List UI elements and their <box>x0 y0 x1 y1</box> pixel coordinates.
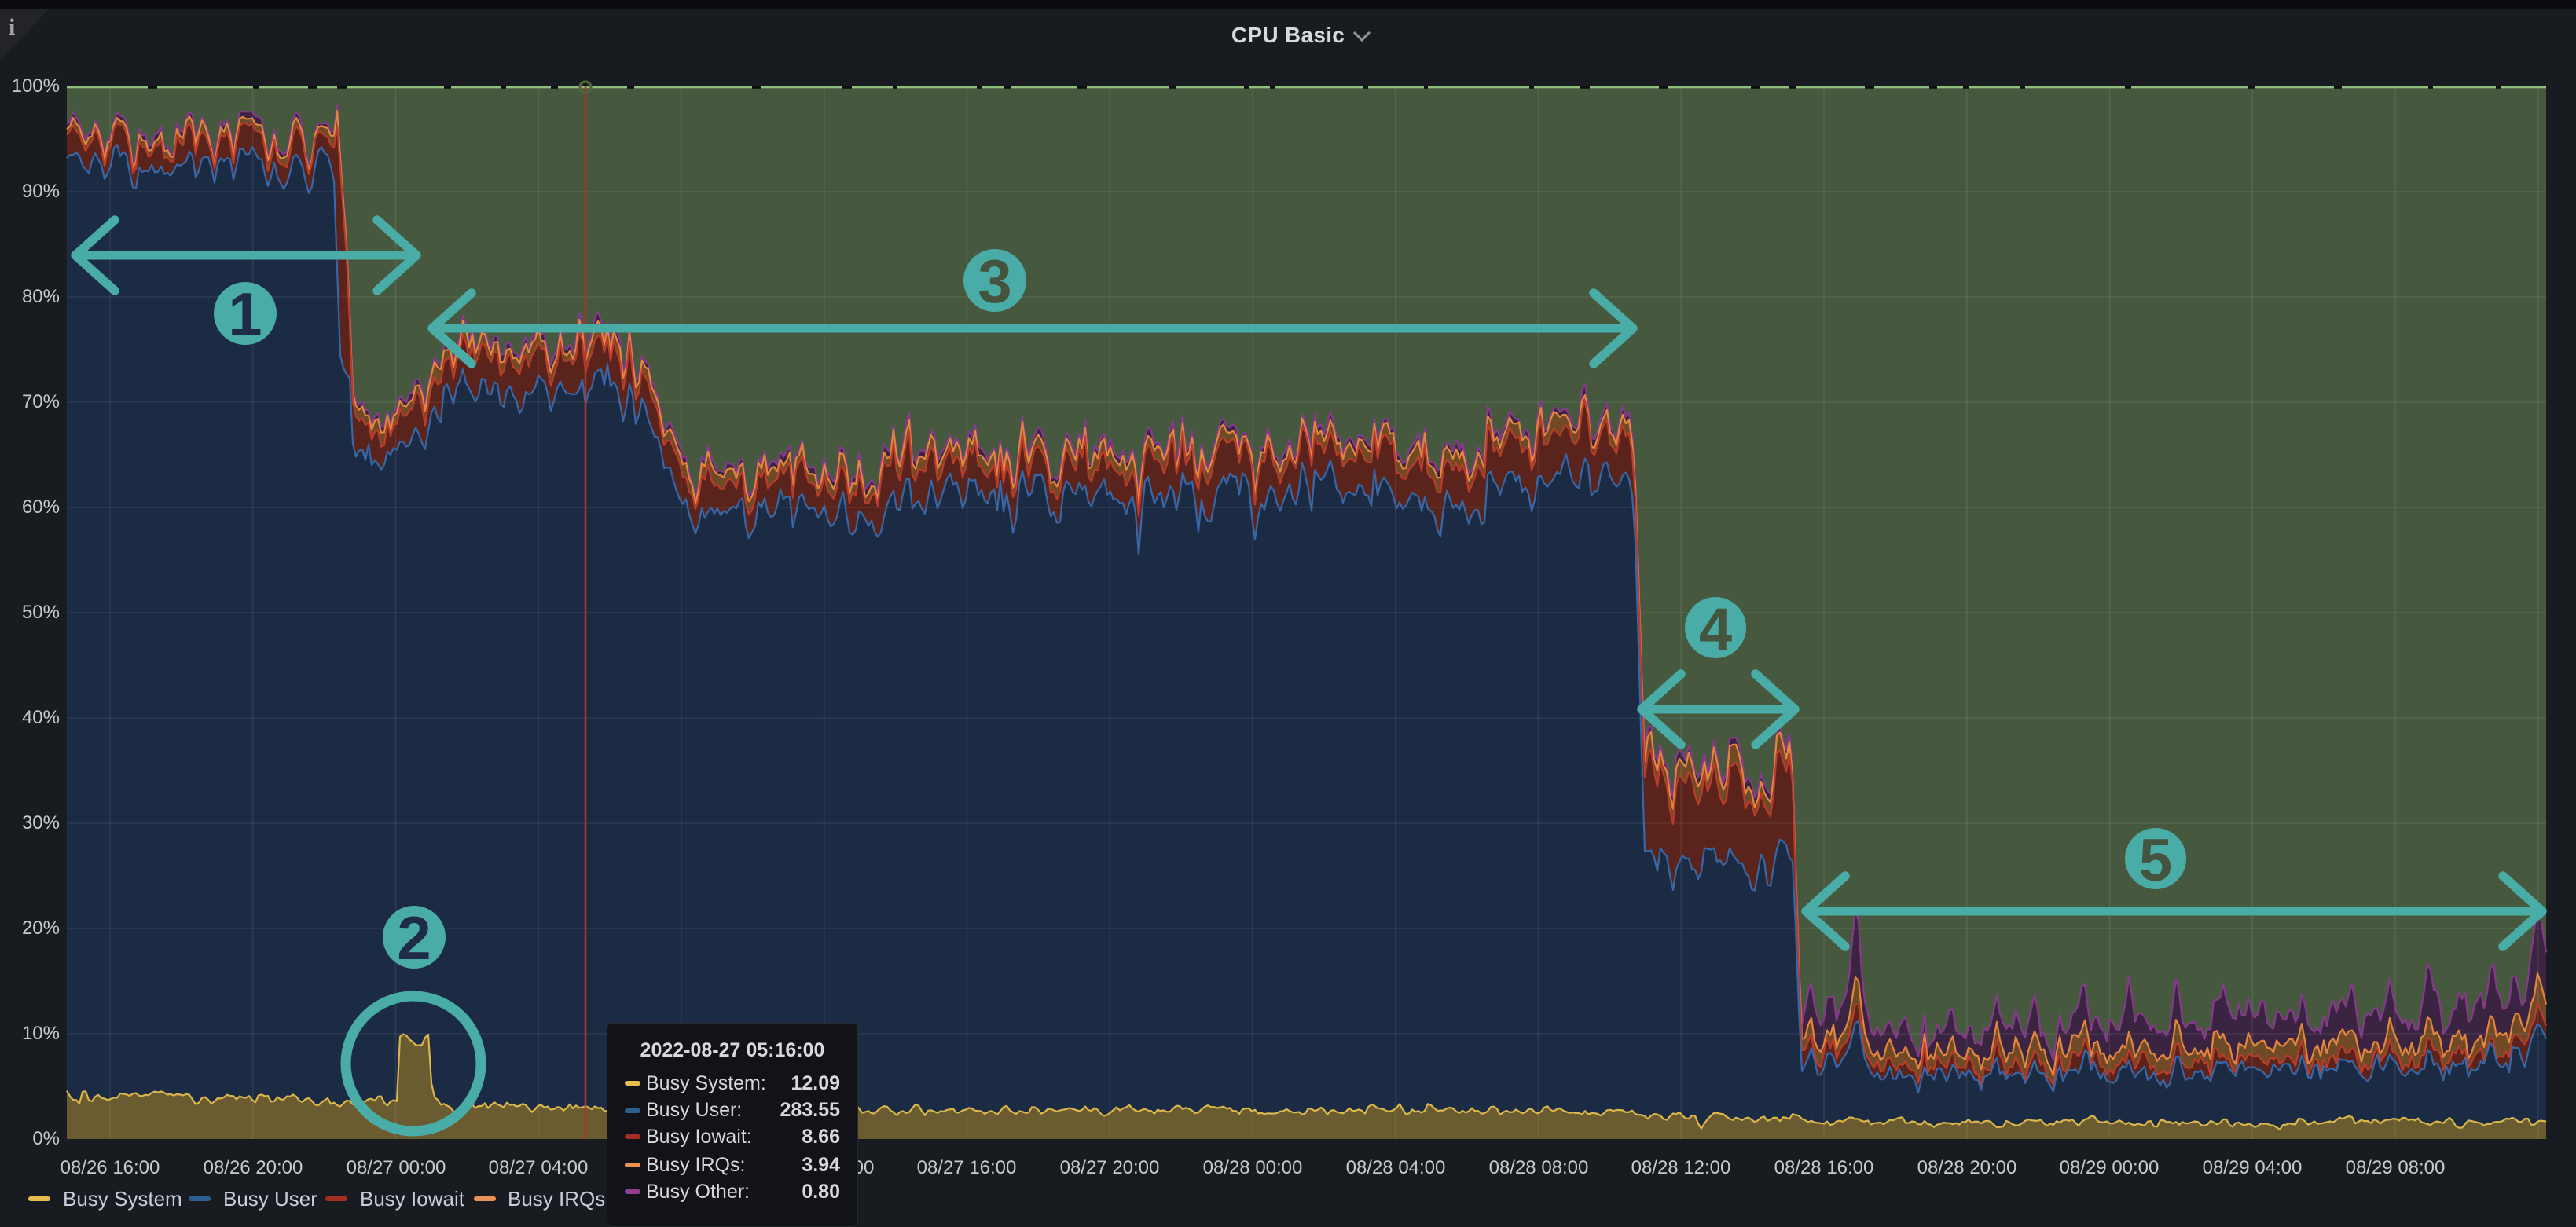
svg-text:3: 3 <box>978 247 1011 316</box>
svg-text:i: i <box>9 14 15 40</box>
svg-text:2: 2 <box>397 903 431 972</box>
svg-text:1: 1 <box>228 280 262 349</box>
svg-text:4: 4 <box>1699 596 1732 663</box>
svg-text:5: 5 <box>2139 827 2172 894</box>
